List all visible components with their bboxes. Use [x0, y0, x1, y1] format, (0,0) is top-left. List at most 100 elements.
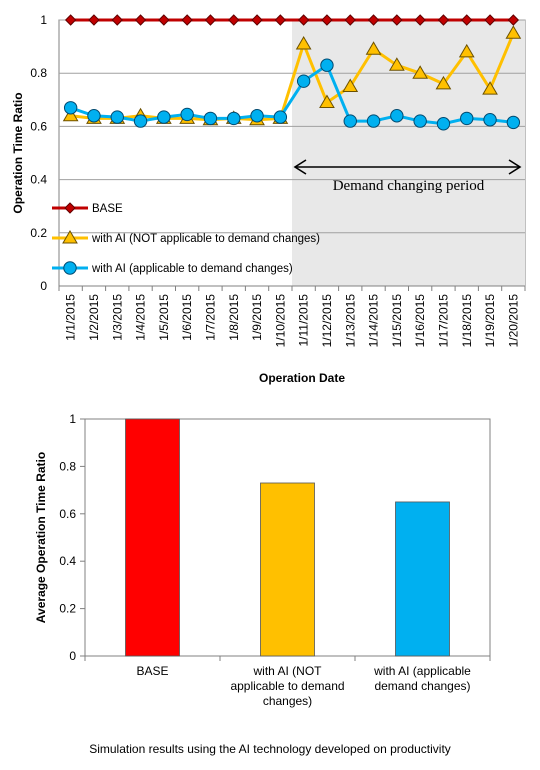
data-point [64, 14, 77, 26]
data-point [180, 107, 194, 122]
bar-chart: 0 0.2 0.4 0.6 0.8 1 BASE with AI (NOTapplicable… [34, 412, 491, 708]
y-tick-label: 0.4 [30, 173, 47, 187]
category-label: with AI (applicable [373, 664, 471, 678]
x-tick-label: 1/20/2015 [506, 294, 520, 348]
bar [395, 501, 450, 657]
x-tick-label: 1/1/2015 [64, 294, 78, 341]
data-point [412, 65, 429, 79]
data-point [437, 14, 450, 26]
data-point [482, 81, 498, 95]
data-point [133, 114, 148, 128]
data-point [296, 74, 311, 88]
legend-marker [62, 230, 78, 244]
data-point [274, 14, 287, 26]
x-tick-label: 1/9/2015 [250, 294, 264, 341]
data-point [110, 110, 124, 124]
x-tick-label: 1/13/2015 [343, 294, 357, 348]
y-tick-label: 0 [69, 649, 76, 663]
y-tick-label: 0.8 [30, 66, 47, 80]
x-tick-label: 1/6/2015 [180, 294, 194, 341]
data-point [320, 58, 334, 72]
data-point [391, 14, 403, 26]
legend-marker [64, 202, 76, 214]
data-point [390, 109, 404, 123]
x-tick-label: 1/12/2015 [320, 294, 334, 348]
x-tick-label: 1/7/2015 [203, 294, 217, 341]
data-point [157, 110, 171, 124]
data-point [388, 57, 405, 71]
arrow-head-right [508, 159, 522, 175]
data-point [228, 14, 240, 26]
data-point [204, 14, 217, 26]
x-tick-label: 1/3/2015 [110, 294, 124, 341]
x-tick-label: 1/10/2015 [273, 294, 287, 348]
x-tick-label: 1/19/2015 [483, 294, 497, 348]
category-label: demand changes) [374, 679, 470, 693]
data-point [342, 78, 359, 92]
data-point [507, 14, 520, 26]
y-tick-label: 1 [69, 412, 76, 426]
data-point [227, 111, 241, 126]
data-point [367, 14, 380, 26]
category-label: applicable to demand [230, 679, 344, 693]
x-tick-label: 1/8/2015 [227, 294, 241, 341]
data-point [365, 41, 382, 55]
y-axis-title: Average Operation Time Ratio [34, 452, 48, 623]
x-tick-label: 1/11/2015 [297, 294, 311, 347]
data-point [111, 14, 123, 26]
data-point [250, 109, 264, 123]
y-tick-label: 0.6 [30, 119, 47, 133]
legend-item: with AI (applicable to demand changes) [52, 261, 293, 275]
x-tick-label: 1/17/2015 [436, 294, 450, 348]
data-point [460, 111, 474, 126]
data-point [88, 14, 100, 26]
data-point [366, 114, 381, 128]
x-axis-title: Operation Date [259, 371, 345, 385]
data-point [87, 109, 101, 123]
data-point [319, 94, 335, 108]
category-label: with AI (NOT [252, 664, 322, 678]
data-point [483, 113, 497, 127]
x-tick-label: 1/18/2015 [460, 294, 474, 348]
x-tick-label: 1/2/2015 [87, 294, 101, 341]
x-tick-label: 1/5/2015 [157, 294, 171, 341]
data-point [484, 14, 496, 26]
data-point [461, 14, 473, 26]
legend-item: BASE [52, 202, 123, 215]
y-tick-label: 0.2 [59, 602, 76, 616]
figure-caption: Simulation results using the AI technolo… [89, 742, 451, 756]
legend-label: BASE [92, 203, 123, 215]
y-axis-title: Operation Time Ratio [11, 92, 25, 213]
data-point [295, 35, 312, 50]
legend-label: with AI (applicable to demand changes) [91, 263, 293, 275]
line-chart: 0 0.2 0.4 0.6 0.8 1 1/1/2015 1/2/2015 1/3/2015 1/… [11, 13, 526, 385]
bar [125, 418, 180, 657]
data-point [251, 14, 263, 26]
data-point [158, 14, 170, 26]
series-2 [63, 58, 521, 131]
y-tick-label: 0.4 [59, 554, 76, 568]
x-tick-label: 1/14/2015 [367, 294, 381, 348]
y-tick-label: 0 [40, 279, 47, 293]
data-point [273, 110, 288, 124]
data-point [414, 14, 426, 26]
series-0 [64, 14, 520, 26]
x-tick-label: 1/16/2015 [413, 294, 427, 348]
legend-item: with AI (NOT applicable to demand change… [52, 230, 320, 245]
data-point [343, 114, 357, 128]
data-point [413, 114, 427, 128]
data-point [297, 14, 310, 26]
data-point [203, 111, 218, 126]
data-point [63, 101, 78, 115]
data-point [506, 115, 521, 130]
category-label: BASE [136, 664, 168, 678]
bar [260, 482, 315, 657]
data-point [344, 14, 356, 26]
data-point [505, 25, 522, 39]
data-point [435, 75, 452, 90]
y-tick-label: 0.8 [59, 459, 76, 473]
demand-period-label: Demand changing period [333, 178, 485, 194]
legend-label: with AI (NOT applicable to demand change… [91, 233, 320, 245]
x-tick-label: 1/15/2015 [390, 294, 404, 348]
data-point [181, 14, 193, 26]
